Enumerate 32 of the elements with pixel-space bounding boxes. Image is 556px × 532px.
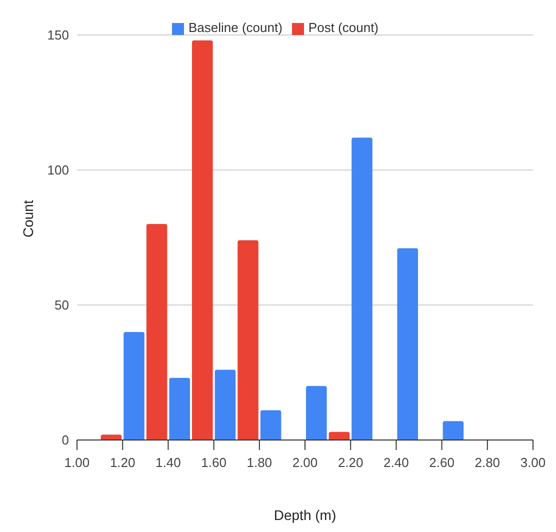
legend-label: Post (count) [308, 20, 379, 35]
bar [442, 421, 464, 440]
bar [328, 432, 350, 440]
bar [260, 410, 282, 440]
bar [397, 248, 418, 440]
x-tick-label: 1.60 [201, 455, 226, 470]
x-axis-title: Depth (m) [274, 507, 336, 523]
bar [146, 224, 168, 440]
x-tick-label: 2.00 [292, 455, 318, 470]
y-tick-label: 100 [47, 162, 69, 178]
x-tick-label: 2.20 [338, 455, 364, 470]
bar [192, 40, 213, 440]
bar [124, 332, 144, 440]
x-tick-label: 2.60 [429, 455, 454, 470]
bar [306, 386, 327, 440]
bar [238, 240, 258, 440]
x-tick-label: 1.20 [110, 455, 136, 470]
x-tick-label: 2.40 [384, 455, 409, 470]
x-tick-label: 1.40 [156, 455, 181, 470]
y-axis-title: Count [20, 200, 36, 238]
x-tick-label: 1.80 [246, 455, 272, 470]
bar [100, 434, 122, 440]
y-tick-label: 50 [54, 298, 69, 313]
bar [169, 378, 190, 440]
y-tick-label: 150 [47, 28, 69, 43]
x-tick-label: 1.00 [64, 455, 90, 470]
bar [214, 370, 236, 440]
legend-label: Baseline (count) [188, 20, 282, 35]
x-tick-label: 3.00 [520, 455, 546, 470]
y-tick-label: 0 [62, 432, 69, 448]
x-tick-label: 2.80 [474, 455, 500, 470]
bar [352, 138, 372, 440]
